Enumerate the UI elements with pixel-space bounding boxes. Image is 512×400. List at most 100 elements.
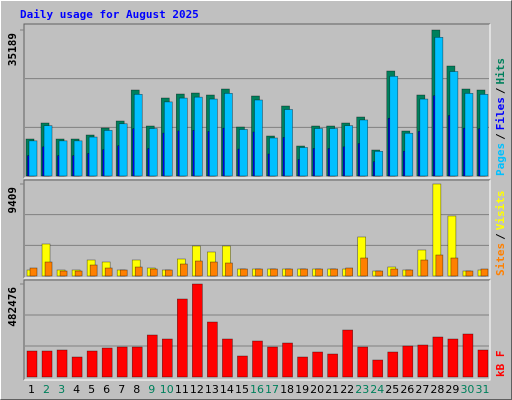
bar [342,329,353,378]
bar [237,355,248,378]
x-tick-label: 30 [460,383,474,396]
x-tick-label: 5 [88,383,95,396]
bar [179,97,188,177]
legend-separator: / [494,233,507,240]
bar [449,71,459,177]
bar [432,336,444,378]
panel-bevel [23,179,490,278]
bar [56,349,68,378]
bar [239,129,248,177]
y-tick-label: 35189 [6,33,19,66]
bar [59,270,68,277]
bar [222,338,233,378]
bar [372,359,384,378]
bar [119,269,128,277]
bar [195,260,203,277]
x-tick-label: 26 [400,383,414,396]
bar [225,262,233,277]
bar [374,151,384,177]
bar [131,346,143,378]
bar [387,351,399,378]
bar [254,99,263,177]
bar [297,356,308,378]
bar [435,254,444,277]
bar [73,140,83,177]
bar [103,130,113,177]
x-tick-label: 8 [133,383,140,396]
legend: Sites / Visits [494,191,507,277]
bar [285,268,293,277]
panel-bevel [23,279,490,380]
bar [177,298,188,378]
legend-entry: Files [494,97,507,130]
bar [465,270,474,277]
bar [28,140,38,177]
bar [240,268,248,277]
bar [420,259,429,277]
bar [149,268,158,277]
bar [357,346,369,378]
x-tick-label: 4 [73,383,80,396]
x-tick-label: 20 [310,383,324,396]
legend-separator: / [494,133,507,140]
bar [477,349,489,378]
x-tick-label: 3 [58,383,65,396]
x-tick-label: 23 [355,383,369,396]
legend-entry: Pages [494,143,507,176]
x-tick-label: 18 [280,383,294,396]
bar [299,147,308,177]
bar [252,340,263,378]
bar [402,345,414,378]
legend-entry: Sites [494,243,507,276]
x-tick-label: 29 [445,383,459,396]
bar [314,128,323,177]
bar [118,123,128,177]
bar [282,342,293,378]
x-tick-label: 7 [118,383,125,396]
bar [404,132,414,177]
bar [210,261,218,277]
x-tick-label: 28 [430,383,444,396]
panel-bevel [24,280,491,381]
x-tick-label: 6 [103,383,110,396]
bar [389,75,399,177]
x-tick-label: 12 [190,383,204,396]
bar [180,263,188,277]
panel-bevel [24,180,491,279]
x-tick-label: 17 [265,383,279,396]
bar [284,109,293,177]
bar [134,266,143,277]
x-tick-label: 9 [148,383,155,396]
x-tick-label: 21 [325,383,339,396]
y-tick-label: 482476 [6,287,19,327]
bar [86,350,98,378]
bar [101,347,113,378]
x-tick-label: 2 [43,383,50,396]
y-tick-label: 9409 [6,187,19,214]
x-tick-label: 11 [175,383,189,396]
bar [464,93,474,177]
legend: kB F [494,351,507,378]
bar [329,128,338,177]
bar [462,333,474,378]
bar [133,94,143,177]
panel [24,180,490,278]
bar [267,346,278,378]
bar [480,268,489,277]
bar [74,270,83,277]
bar [161,338,173,378]
x-tick-label: 19 [295,383,309,396]
x-tick-label: 10 [160,383,174,396]
legend: Pages / Files / Hits [494,58,507,176]
bar [359,119,369,177]
bar [375,270,384,277]
x-tick-label: 25 [385,383,399,396]
x-tick-label: 24 [370,383,384,396]
bar [224,93,233,177]
bar [300,268,308,277]
legend-entry: Hits [494,58,507,85]
x-tick-label: 15 [235,383,249,396]
legend-separator: / [494,87,507,94]
bar [434,36,444,177]
bar [255,268,263,277]
